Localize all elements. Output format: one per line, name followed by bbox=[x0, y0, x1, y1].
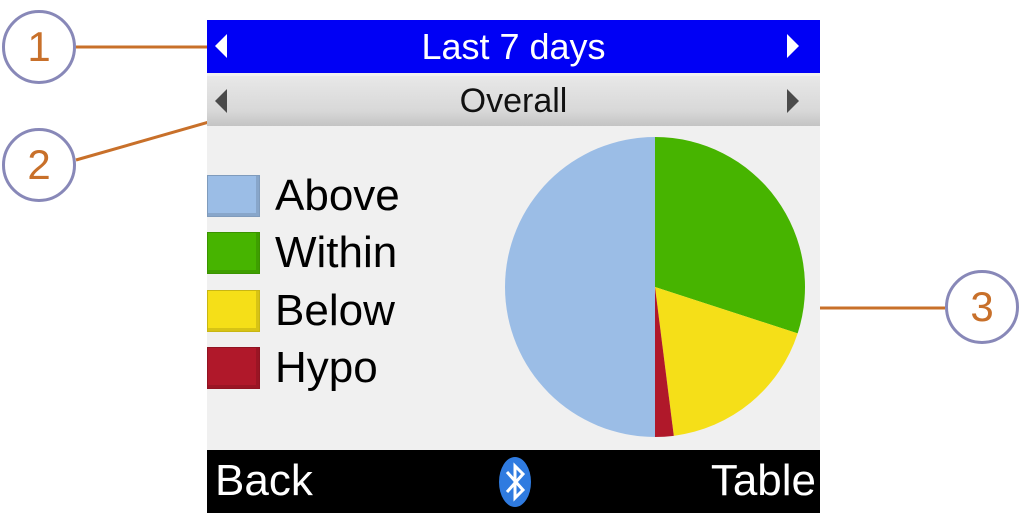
back-button[interactable]: Back bbox=[215, 456, 313, 505]
device-screen: Last 7 days Overall Above Within Below H… bbox=[207, 20, 820, 513]
legend-swatch-within bbox=[207, 232, 260, 274]
legend-swatch-below bbox=[207, 290, 260, 332]
category-prev-arrow-icon[interactable] bbox=[215, 89, 227, 113]
legend-label: Above bbox=[275, 171, 400, 220]
callout-3: 3 bbox=[945, 270, 1019, 344]
legend-label: Within bbox=[275, 228, 398, 277]
legend-label: Hypo bbox=[275, 343, 378, 392]
callout-1: 1 bbox=[2, 10, 76, 84]
period-prev-arrow-icon[interactable] bbox=[215, 34, 227, 58]
bluetooth-icon bbox=[499, 457, 531, 507]
category-label: Overall bbox=[459, 82, 568, 120]
legend-label: Below bbox=[275, 286, 395, 335]
pie-slice-below bbox=[655, 287, 798, 436]
callout-2: 2 bbox=[2, 128, 76, 202]
footer-bar: Back Table bbox=[207, 450, 820, 513]
callout-number: 2 bbox=[27, 141, 51, 188]
callout-number: 3 bbox=[970, 283, 994, 330]
category-selector[interactable]: Overall bbox=[207, 76, 820, 126]
callout-number: 1 bbox=[27, 23, 51, 70]
category-next-arrow-icon[interactable] bbox=[787, 89, 799, 113]
pie-slice-hypo bbox=[655, 287, 674, 437]
pie-slice-within bbox=[655, 137, 805, 334]
pie-slice-above bbox=[505, 137, 655, 437]
period-label: Last 7 days bbox=[421, 26, 606, 67]
legend-swatch-hypo bbox=[207, 347, 260, 389]
period-selector[interactable]: Last 7 days bbox=[207, 20, 820, 73]
legend-swatch-above bbox=[207, 175, 260, 217]
table-button[interactable]: Table bbox=[710, 456, 816, 505]
glucose-range-pie-chart bbox=[505, 137, 805, 437]
period-next-arrow-icon[interactable] bbox=[787, 34, 799, 58]
